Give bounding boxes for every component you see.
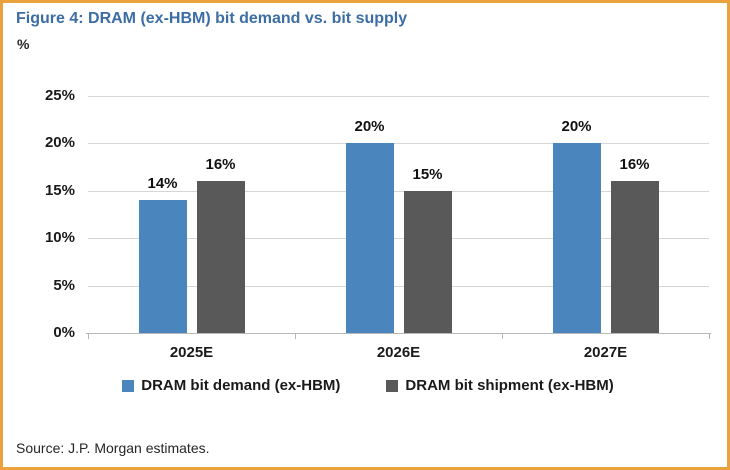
x-axis-line: [86, 333, 711, 334]
x-axis-tick: [88, 334, 89, 339]
x-axis-category-label-2027E: 2027E: [583, 344, 628, 361]
bar-shipment-2027E: [610, 181, 659, 333]
bar-value-label-demand-2027E: 20%: [561, 118, 592, 136]
bar-demand-2027E: [552, 143, 601, 333]
bar-value-label-demand-2025E: 14%: [147, 175, 178, 193]
legend-label-demand: DRAM bit demand (ex-HBM): [141, 377, 341, 394]
gridline-10%: [88, 238, 709, 240]
legend-swatch-demand-icon: [122, 379, 135, 392]
bar-shipment-2026E: [403, 190, 452, 333]
bar-demand-2025E: [138, 200, 187, 333]
y-axis-label-10%: 10%: [44, 229, 75, 247]
bar-shipment-2025E: [196, 181, 245, 333]
figure-title: Figure 4: DRAM (ex-HBM) bit demand vs. b…: [16, 10, 408, 27]
y-axis-label-20%: 20%: [44, 134, 75, 152]
legend-label-shipment: DRAM bit shipment (ex-HBM): [405, 377, 614, 394]
chart-legend: DRAM bit demand (ex-HBM) DRAM bit shipme…: [3, 377, 727, 394]
bar-chart-plot-area: 0% 5% 10% 15% 20% 25% 14% 16% 2025E 20% 15% 2026E 20…: [3, 3, 727, 467]
y-axis-label-5%: 5%: [53, 276, 75, 294]
gridline-15%: [88, 190, 709, 192]
bar-value-label-shipment-2025E: 16%: [205, 156, 236, 174]
x-axis-tick: [295, 334, 296, 339]
y-axis-label-0%: 0%: [53, 324, 75, 341]
x-axis-category-label-2026E: 2026E: [376, 344, 421, 361]
bar-demand-2026E: [345, 143, 394, 333]
gridline-25%: [88, 96, 709, 97]
bar-value-label-demand-2026E: 20%: [354, 118, 385, 136]
bar-value-label-shipment-2027E: 16%: [619, 156, 650, 174]
y-axis-label-25%: 25%: [44, 87, 75, 104]
x-axis-tick: [502, 334, 503, 339]
gridline-20%: [88, 143, 709, 145]
bar-value-label-shipment-2026E: 15%: [412, 165, 443, 183]
legend-item-demand: DRAM bit demand (ex-HBM): [122, 377, 340, 394]
y-axis-unit-label: %: [17, 36, 30, 52]
legend-swatch-shipment-icon: [386, 379, 399, 392]
x-axis-category-label-2025E: 2025E: [169, 344, 214, 361]
legend-item-shipment: DRAM bit shipment (ex-HBM): [386, 377, 614, 394]
y-axis-label-15%: 15%: [44, 181, 75, 199]
source-text: Source: J.P. Morgan estimates.: [16, 440, 210, 456]
x-axis-tick: [709, 334, 710, 339]
gridline-5%: [88, 285, 709, 287]
